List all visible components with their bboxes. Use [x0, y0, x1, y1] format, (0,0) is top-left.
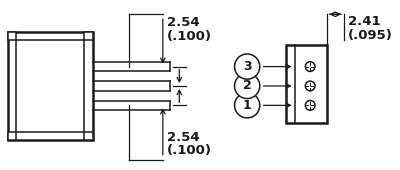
- Bar: [286, 45, 327, 123]
- Bar: [8, 32, 16, 40]
- Bar: [84, 132, 93, 140]
- Text: 1: 1: [243, 99, 252, 112]
- Text: 3: 3: [243, 60, 252, 73]
- Bar: [8, 132, 16, 140]
- Bar: [16, 40, 84, 132]
- Text: 2.54: 2.54: [167, 131, 199, 143]
- Text: (.095): (.095): [348, 29, 393, 42]
- Circle shape: [305, 62, 315, 71]
- Circle shape: [305, 81, 315, 91]
- Bar: [84, 32, 93, 40]
- Text: (.100): (.100): [167, 144, 212, 157]
- Text: 2.54: 2.54: [167, 16, 199, 29]
- Text: (.100): (.100): [167, 30, 212, 43]
- Circle shape: [234, 54, 260, 79]
- Text: 2: 2: [243, 79, 252, 92]
- Circle shape: [234, 93, 260, 118]
- Text: 2.41: 2.41: [348, 15, 380, 28]
- Circle shape: [234, 73, 260, 99]
- Circle shape: [305, 100, 315, 110]
- Bar: [8, 32, 93, 140]
